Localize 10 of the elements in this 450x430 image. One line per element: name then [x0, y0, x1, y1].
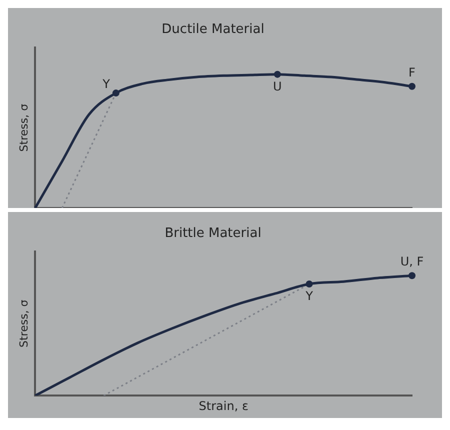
annotation: Y	[304, 289, 314, 304]
annotation: F	[408, 65, 416, 80]
annotation: U, F	[400, 254, 424, 269]
x-axis-title: Strain, ε	[198, 398, 248, 413]
annotation: Y	[102, 77, 111, 92]
y-axis-title: Stress, σ	[17, 300, 30, 348]
y-axis-title: Stress, σ	[17, 104, 30, 152]
annotation: U	[273, 79, 282, 94]
chart-title: Ductile Material	[162, 22, 264, 38]
chart-title: Brittle Material	[164, 226, 262, 242]
